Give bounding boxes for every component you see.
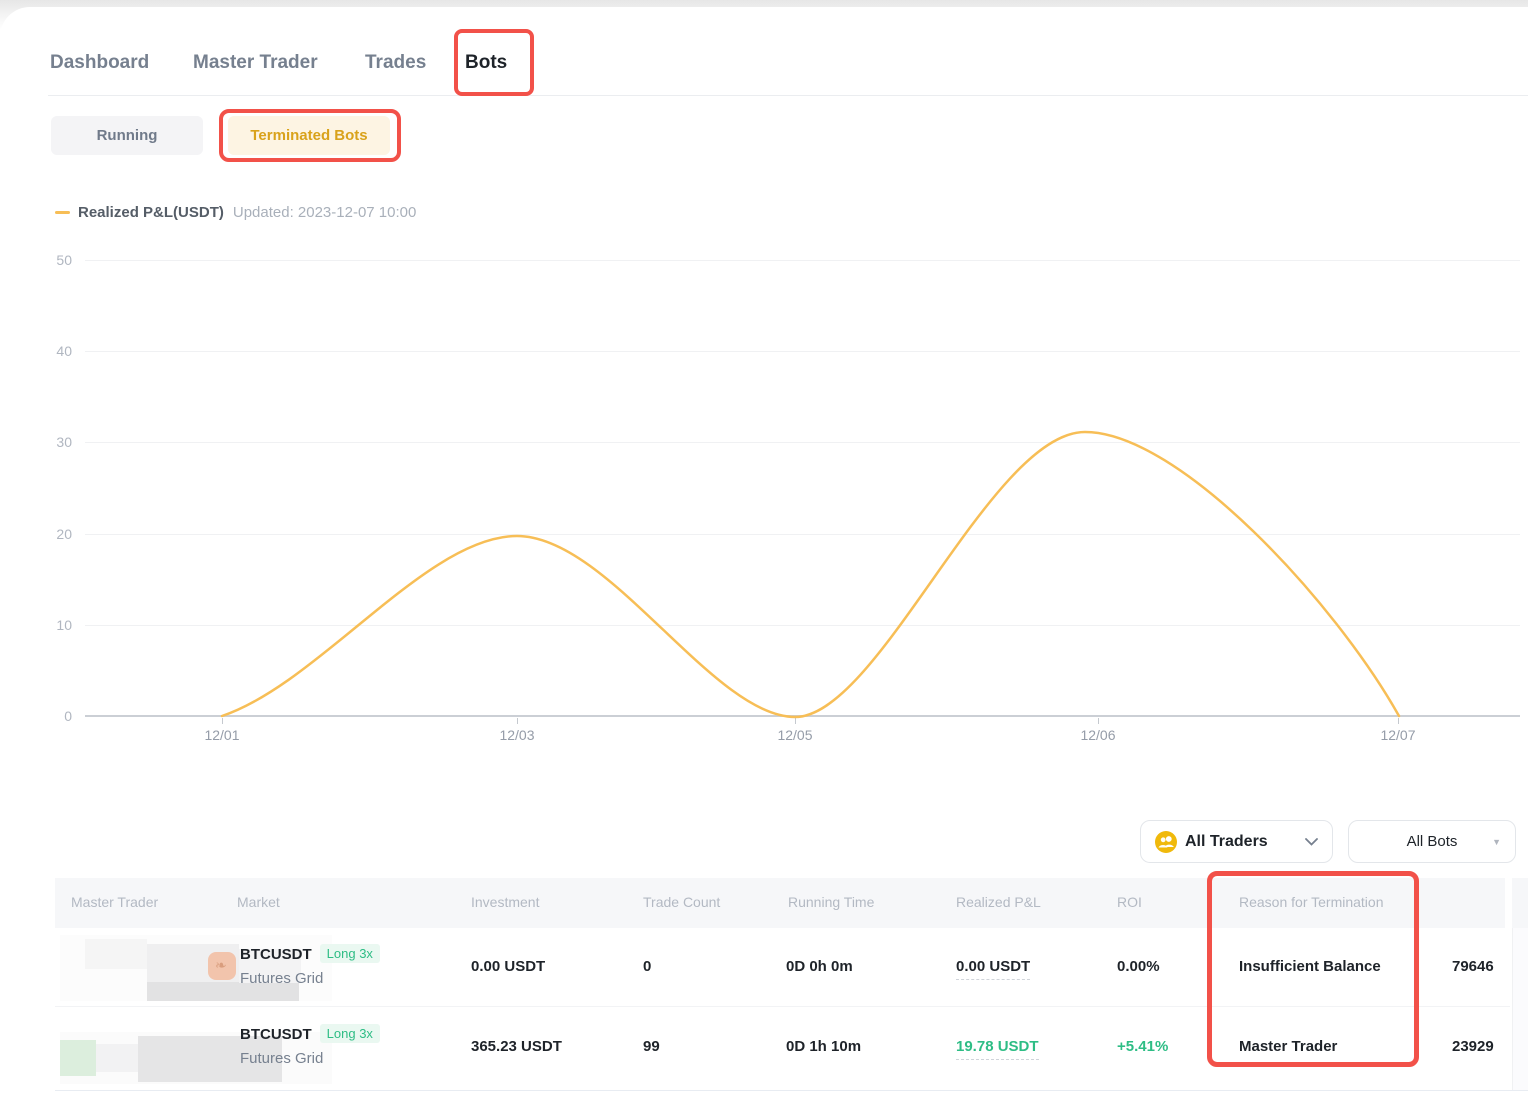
col-reason-for-termination: Reason for Termination bbox=[1239, 894, 1384, 910]
pnl-curve bbox=[220, 430, 1401, 719]
tab-dashboard[interactable]: Dashboard bbox=[50, 52, 150, 73]
x-tick-mark bbox=[1098, 718, 1099, 724]
x-tick-label: 12/05 bbox=[777, 727, 813, 743]
blurred-trader-identity bbox=[60, 1032, 332, 1084]
bot-id: 79646 bbox=[1452, 958, 1494, 975]
x-tick-label: 12/07 bbox=[1380, 727, 1416, 743]
market-coin-icon: ❧ bbox=[208, 952, 236, 980]
pnl-line-chart bbox=[220, 430, 1401, 719]
subtab-running-label: Running bbox=[96, 127, 158, 144]
strategy-type: Futures Grid bbox=[240, 1050, 324, 1067]
col-master-trader: Master Trader bbox=[71, 894, 159, 910]
caret-down-icon: ▼ bbox=[1492, 836, 1501, 847]
gridline-20 bbox=[85, 534, 1520, 535]
realized-pnl-value[interactable]: 19.78 USDT bbox=[956, 1038, 1039, 1060]
gridline-10 bbox=[85, 625, 1520, 626]
x-tick-mark bbox=[1398, 718, 1399, 724]
tab-master-trader[interactable]: Master Trader bbox=[193, 52, 318, 73]
termination-reason: Insufficient Balance bbox=[1239, 958, 1381, 975]
y-tick-label: 30 bbox=[56, 434, 72, 450]
y-tick-label: 0 bbox=[64, 708, 72, 724]
col-realized-pnl: Realized P&L bbox=[956, 894, 1041, 910]
gridline-40 bbox=[85, 351, 1520, 352]
realized-pnl-value[interactable]: 0.00 USDT bbox=[956, 958, 1031, 980]
table-right-edge-strip-header bbox=[1512, 878, 1528, 928]
gridline-50 bbox=[85, 260, 1520, 261]
leverage-badge: Long 3x bbox=[319, 944, 380, 963]
legend-line-swatch bbox=[55, 211, 70, 214]
realized-pnl-text: 19.78 USDT bbox=[956, 1038, 1039, 1060]
running-time-value: 0D 1h 10m bbox=[786, 1038, 862, 1055]
active-tab-underline bbox=[463, 92, 503, 96]
x-tick-mark bbox=[517, 718, 518, 724]
roi-value: +5.41% bbox=[1117, 1038, 1169, 1055]
tabs-divider bbox=[48, 95, 1528, 96]
strategy-type: Futures Grid bbox=[240, 970, 324, 987]
market-symbol: BTCUSDT Long 3x bbox=[240, 1024, 380, 1043]
legend-series-label: Realized P&L(USDT) bbox=[78, 204, 224, 221]
col-trade-count: Trade Count bbox=[643, 894, 721, 910]
y-tick-label: 20 bbox=[56, 526, 72, 542]
traders-icon bbox=[1155, 830, 1177, 853]
y-tick-label: 50 bbox=[56, 252, 72, 268]
termination-reason: Master Trader bbox=[1239, 1038, 1338, 1055]
x-tick-label: 12/01 bbox=[204, 727, 240, 743]
subtab-terminated-bots[interactable]: Terminated Bots bbox=[228, 116, 390, 155]
market-pair: BTCUSDT bbox=[240, 946, 312, 963]
x-tick-mark bbox=[795, 718, 796, 724]
page-card-top bbox=[0, 7, 1528, 47]
investment-value: 365.23 USDT bbox=[471, 1038, 562, 1055]
subtab-running[interactable]: Running bbox=[51, 116, 203, 155]
running-time-value: 0D 0h 0m bbox=[786, 958, 853, 975]
all-bots-dropdown[interactable]: All Bots ▼ bbox=[1348, 820, 1516, 863]
investment-value: 0.00 USDT bbox=[471, 958, 546, 975]
row-divider bbox=[55, 1006, 1510, 1007]
x-tick-label: 12/03 bbox=[499, 727, 535, 743]
roi-value: 0.00% bbox=[1117, 958, 1160, 975]
bot-id: 23929 bbox=[1452, 1038, 1494, 1055]
leverage-badge: Long 3x bbox=[319, 1024, 380, 1043]
chart-legend: Realized P&L(USDT) Updated: 2023-12-07 1… bbox=[55, 204, 416, 221]
y-tick-label: 10 bbox=[56, 617, 72, 633]
y-tick-label: 40 bbox=[56, 343, 72, 359]
gridline-30 bbox=[85, 442, 1520, 443]
market-pair: BTCUSDT bbox=[240, 1026, 312, 1043]
tab-bots[interactable]: Bots bbox=[465, 52, 508, 73]
trade-count-value: 99 bbox=[643, 1038, 660, 1055]
subtab-terminated-bots-label: Terminated Bots bbox=[250, 127, 368, 144]
blurred-trader-identity bbox=[60, 935, 332, 1001]
col-investment: Investment bbox=[471, 894, 540, 910]
all-traders-dropdown[interactable]: All Traders bbox=[1140, 820, 1333, 863]
realized-pnl-text: 0.00 USDT bbox=[956, 958, 1031, 980]
chart-updated-timestamp: Updated: 2023-12-07 10:00 bbox=[232, 204, 417, 221]
x-tick-mark bbox=[222, 718, 223, 724]
table-right-edge-strip bbox=[1512, 878, 1528, 1090]
chevron-down-icon bbox=[1305, 837, 1318, 846]
all-traders-label: All Traders bbox=[1185, 832, 1268, 850]
trade-count-value: 0 bbox=[643, 958, 652, 975]
market-symbol: BTCUSDT Long 3x bbox=[240, 944, 380, 963]
col-market: Market bbox=[237, 894, 280, 910]
table-header-row bbox=[55, 878, 1505, 928]
all-bots-label: All Bots bbox=[1406, 833, 1458, 850]
table-bottom-divider bbox=[55, 1090, 1528, 1091]
tab-trades[interactable]: Trades bbox=[365, 52, 427, 73]
col-roi: ROI bbox=[1117, 894, 1142, 910]
x-tick-label: 12/06 bbox=[1080, 727, 1116, 743]
col-running-time: Running Time bbox=[788, 894, 875, 910]
